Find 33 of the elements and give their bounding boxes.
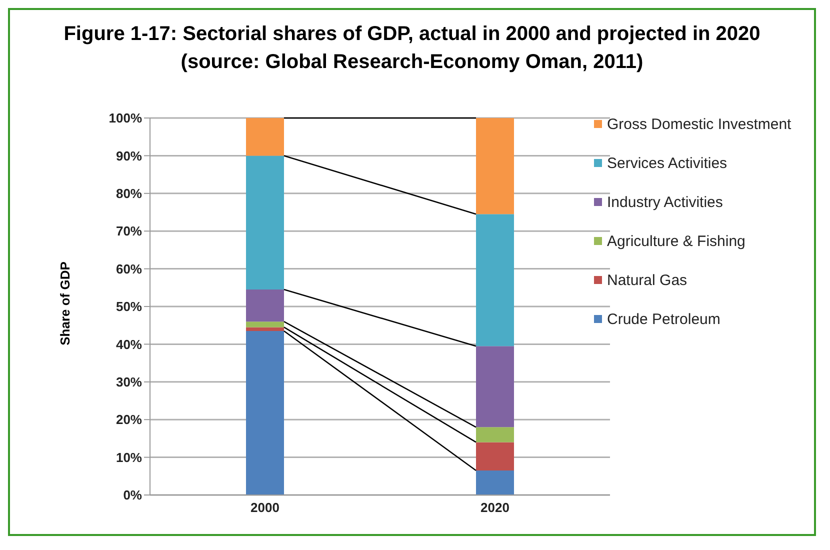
legend-label: Agriculture & Fishing	[607, 232, 746, 251]
y-tick-label: 60%	[116, 261, 142, 276]
legend-label: Services Activities	[607, 154, 728, 173]
y-tick-label: 10%	[116, 450, 142, 465]
y-axis-title: Share of GDP	[58, 261, 73, 345]
y-tick-label: 80%	[116, 186, 142, 202]
y-tick-label: 20%	[116, 412, 142, 428]
bar	[476, 427, 514, 442]
y-tick-label: 70%	[116, 224, 142, 239]
y-tick-label: 100%	[108, 110, 142, 126]
y-tick-label: 90%	[116, 148, 142, 164]
bar	[476, 470, 514, 495]
bar	[476, 118, 514, 214]
chart-title: Figure 1-17: Sectorial shares of GDP, actual in 2000 and projected in 2020 (source: Global Research-Economy Oman, 2011)	[62, 22, 762, 75]
bar	[476, 346, 514, 428]
bar	[246, 290, 284, 322]
legend-label: Gross Domestic Investment	[607, 115, 792, 134]
bar	[246, 331, 284, 495]
bar	[476, 214, 514, 346]
legend-label: Crude Petroleum	[607, 310, 720, 329]
x-tick-label: 2020	[480, 500, 510, 516]
y-tick-label: 0%	[123, 488, 142, 503]
legend-label: Natural Gas	[607, 271, 688, 290]
bar	[246, 156, 284, 290]
y-tick-label: 50%	[116, 299, 142, 314]
legend-label: Industry Activities	[607, 193, 723, 212]
y-tick-label: 40%	[116, 336, 142, 352]
y-tick-label: 30%	[116, 374, 142, 390]
bar	[246, 327, 284, 332]
bar	[246, 118, 284, 156]
bar	[246, 322, 284, 328]
bar	[476, 442, 514, 470]
x-tick-label: 2000	[250, 500, 280, 516]
